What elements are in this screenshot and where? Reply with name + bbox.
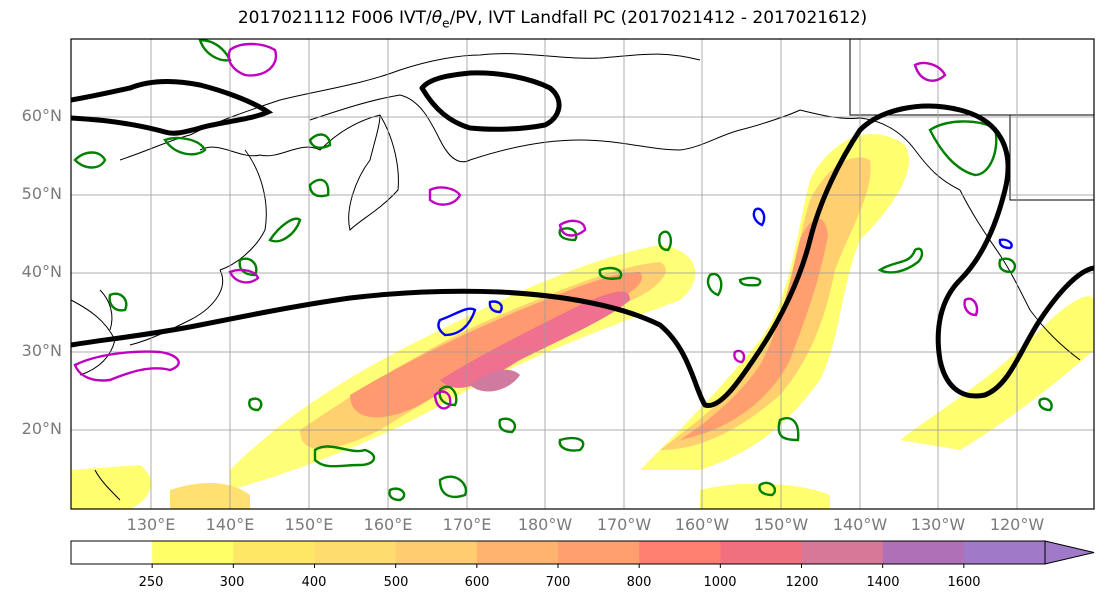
colorbar-tick-label: 250	[138, 575, 164, 590]
lon-label-150w: 150°W	[753, 515, 809, 534]
colorbar-segment	[882, 541, 965, 564]
colorbar-segment	[558, 541, 640, 564]
colorbar-segment	[395, 541, 478, 564]
lon-label-140w: 140°W	[832, 515, 888, 534]
colorbar-tick-label: 700	[545, 575, 571, 590]
colorbar-segment	[314, 541, 397, 564]
colorbar-tick-label: 300	[219, 575, 245, 590]
colorbar-tick-label: 500	[383, 575, 409, 590]
colorbar-segment	[152, 541, 234, 564]
colorbar-tick-label: 1200	[785, 575, 819, 590]
lon-label-140e: 140°E	[205, 515, 255, 534]
map-frame	[70, 38, 1095, 510]
lat-label-40: 40°N	[21, 262, 62, 281]
colorbar-tick-label: 1000	[703, 575, 737, 590]
colorbar-tick-label: 600	[464, 575, 490, 590]
colorbar-tick-label: 800	[626, 575, 652, 590]
colorbar-tick-label: 1600	[947, 575, 981, 590]
lat-label-50: 50°N	[21, 184, 62, 203]
lon-label-170e: 170°E	[442, 515, 492, 534]
landfall-pc-contour	[71, 70, 1094, 408]
lon-label-180w: 180°W	[517, 515, 573, 534]
colorbar	[70, 540, 1095, 568]
lon-label-170w: 170°W	[596, 515, 652, 534]
pv-contours	[73, 42, 1013, 410]
theta-e-contours	[73, 39, 1053, 502]
colorbar-tick-label: 400	[301, 575, 327, 590]
ivt-shading	[71, 133, 1094, 509]
colorbar-segment	[639, 541, 721, 564]
map-title: 2017021112 F006 IVT/θe/PV, IVT Landfall …	[237, 8, 868, 31]
lon-label-120w: 120°W	[989, 515, 1045, 534]
lat-label-30: 30°N	[21, 341, 62, 360]
lon-label-160w: 160°W	[674, 515, 730, 534]
colorbar-tick-label: 1400	[866, 575, 900, 590]
colorbar-segment	[476, 541, 559, 564]
graticule	[71, 39, 1094, 509]
lon-label-130w: 130°W	[910, 515, 966, 534]
lon-label-130e: 130°E	[126, 515, 176, 534]
lon-label-160e: 160°E	[363, 515, 413, 534]
colorbar-segment	[963, 541, 1046, 564]
colorbar-segment	[801, 541, 884, 564]
colorbar-extend-arrow	[1044, 540, 1095, 565]
lat-label-20: 20°N	[21, 419, 62, 438]
coastlines	[71, 39, 1094, 501]
colorbar-segment	[233, 541, 315, 564]
lon-label-150e: 150°E	[284, 515, 334, 534]
colorbar-segment	[720, 541, 802, 564]
colorbar-segment	[71, 541, 153, 564]
lat-label-60: 60°N	[21, 106, 62, 125]
